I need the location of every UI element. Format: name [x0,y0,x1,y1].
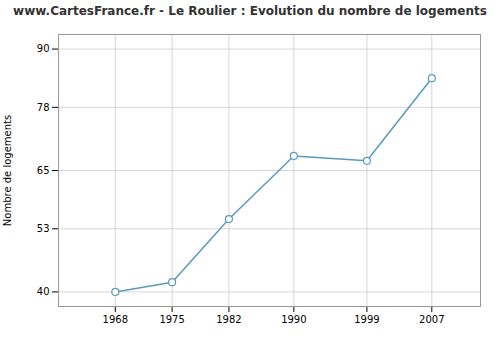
svg-text:90: 90 [37,43,50,54]
svg-text:78: 78 [37,102,50,113]
svg-text:53: 53 [37,223,50,234]
svg-text:2007: 2007 [419,314,444,325]
svg-text:Nombre de logements: Nombre de logements [2,115,13,226]
html-text:www.CartesFrance.fr - Le Rouli: www.CartesFrance.fr - Le Roulier : Evolu… [13,4,487,18]
svg-text:1982: 1982 [216,314,241,325]
svg-text:1968: 1968 [103,314,128,325]
svg-text:1990: 1990 [281,314,306,325]
svg-text:65: 65 [37,165,50,176]
svg-text:1999: 1999 [354,314,379,325]
svg-text:40: 40 [37,286,50,297]
svg-text:1975: 1975 [159,314,184,325]
